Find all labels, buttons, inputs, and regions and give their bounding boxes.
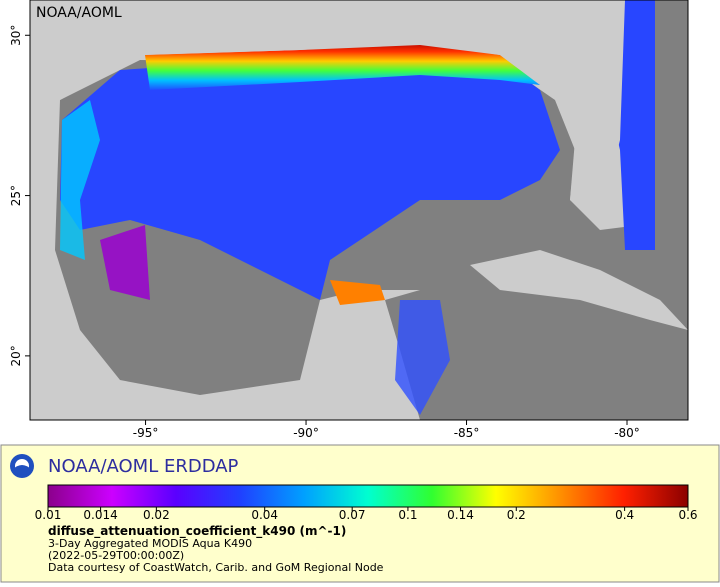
x-tick-label: -80° [614,426,640,440]
colorbar-tick-label: 0.04 [251,508,278,522]
colorbar-tick-label: 0.4 [615,508,634,522]
water-k490-yucatan [330,280,385,305]
water-k490-caribbean [395,300,450,415]
water-k490-coast [145,42,540,90]
info-line: Data courtesy of CoastWatch, Carib. and … [48,561,384,574]
colorbar-tick-label: 0.6 [678,508,697,522]
colorbar-tick-label: 0.1 [398,508,417,522]
variable-name: diffuse_attenuation_coefficient_k490 (m^… [48,524,346,539]
legend-panel [0,444,720,583]
info-line: 3-Day Aggregated MODIS Aqua K490 [48,537,252,550]
cuba [470,250,688,330]
map-frame [29,0,689,421]
colorbar-tick-label: 0.02 [143,508,170,522]
x-tick-label: -85° [454,426,480,440]
map: NOAA/AOML [25,0,689,425]
colorbar-tick-label: 0.2 [507,508,526,522]
florida [555,0,625,220]
colorbar-tick-label: 0.14 [447,508,474,522]
water-k490-west [60,100,100,260]
y-tick-label: 20° [9,345,23,366]
x-tick-label: -90° [293,426,319,440]
noaa-logo [10,454,34,478]
y-tick-label: 30° [9,25,23,46]
map-credit: NOAA/AOML [36,5,122,21]
info-line: (2022-05-29T00:00:00Z) [48,549,184,562]
colorbar-scale [47,484,689,508]
x-tick-label: -95° [133,426,159,440]
water-k490-low [100,225,150,300]
water-k490 [60,52,560,300]
colorbar-tick-label: 0.07 [339,508,366,522]
colorbar-tick-label: 0.01 [35,508,62,522]
y-tick-label: 25° [9,185,23,206]
us-coast [30,0,560,110]
colorbar: 0.01 0.014 0.02 0.04 0.07 0.1 0.14 0.2 0.4 0.6 [35,484,698,522]
colorbar-tick-label: 0.014 [83,508,117,522]
legend-title: NOAA/AOML ERDDAP [48,456,239,477]
